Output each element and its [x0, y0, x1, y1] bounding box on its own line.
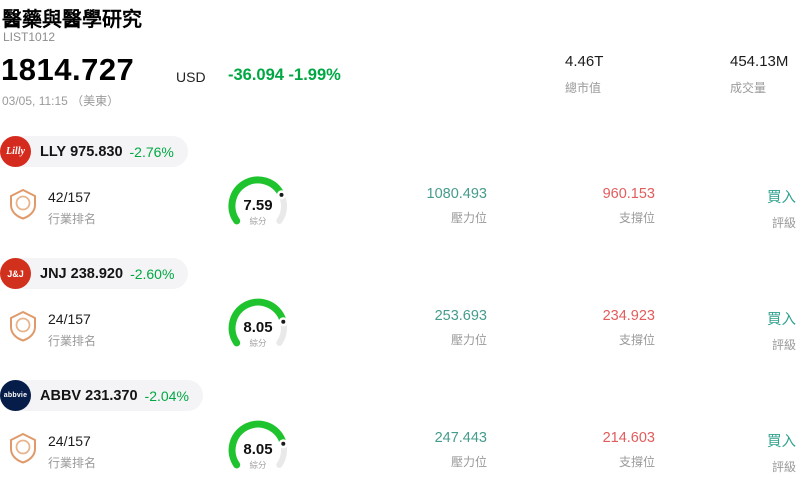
support-value: 234.923	[602, 308, 655, 324]
rank-badge-icon	[10, 433, 36, 464]
market-cap-value: 4.46T	[565, 53, 604, 70]
resistance-value: 253.693	[434, 308, 487, 324]
support-label: 支撐位	[618, 211, 655, 225]
rating-label: 評級	[771, 216, 796, 230]
rating-cell: 買入 評級	[710, 430, 796, 475]
support-label: 支撐位	[618, 333, 655, 347]
industry-rank-label: 行業排名	[48, 334, 97, 348]
resistance-label: 壓力位	[450, 211, 487, 225]
rating-label: 評級	[771, 460, 796, 474]
score-gauge: 8.05 綜分	[216, 298, 300, 354]
industry-rank-label: 行業排名	[48, 456, 97, 470]
stock-symbol-price: ABBV 231.370	[40, 387, 138, 404]
stock-detail: 24/157 行業排名 8.05 綜分 247.443 壓力位 214.603 …	[0, 420, 800, 486]
stock-row-jnj: J&J JNJ 238.920 -2.60% 24/157 行業排名 8.05 …	[0, 258, 800, 376]
abbv-logo-icon: abbvie	[0, 380, 31, 411]
index-price: 1814.727	[1, 52, 135, 87]
score-value: 8.05	[243, 319, 273, 336]
score-gauge: 7.59 綜分	[216, 176, 300, 232]
rank-badge-icon	[10, 311, 36, 342]
resistance-value: 247.443	[434, 430, 487, 446]
index-change: -36.094 -1.99%	[228, 66, 341, 84]
stock-header-abbv[interactable]: abbvie ABBV 231.370 -2.04%	[0, 380, 203, 411]
support-cell: 214.603 支撐位	[549, 430, 655, 470]
stock-change: -2.76%	[129, 143, 174, 160]
volume-label: 成交量	[730, 81, 767, 95]
volume-stat: 454.13M 成交量	[730, 53, 788, 96]
stock-detail: 42/157 行業排名 7.59 綜分 1080.493 壓力位 960.153…	[0, 176, 800, 242]
jnj-logo-icon: J&J	[0, 258, 31, 289]
market-cap-stat: 4.46T 總市值	[565, 53, 603, 96]
stock-header-jnj[interactable]: J&J JNJ 238.920 -2.60%	[0, 258, 189, 289]
resistance-label: 壓力位	[450, 333, 487, 347]
volume-value: 454.13M	[730, 53, 789, 70]
resistance-cell: 247.443 壓力位	[379, 430, 487, 470]
stock-symbol-price: LLY 975.830	[40, 143, 123, 160]
industry-rank-label: 行業排名	[48, 212, 97, 226]
score-label: 綜分	[249, 216, 267, 226]
rating-cell: 買入 評級	[710, 308, 796, 353]
resistance-label: 壓力位	[450, 455, 487, 469]
stock-detail: 24/157 行業排名 8.05 綜分 253.693 壓力位 234.923 …	[0, 298, 800, 364]
score-value: 8.05	[243, 441, 273, 458]
stock-header-lly[interactable]: Lilly LLY 975.830 -2.76%	[0, 136, 188, 167]
rating-cell: 買入 評級	[710, 186, 796, 231]
rank-badge-icon	[10, 189, 36, 220]
stock-change: -2.04%	[144, 387, 189, 404]
resistance-cell: 253.693 壓力位	[379, 308, 487, 348]
rating-label: 評級	[771, 338, 796, 352]
stock-symbol-price: JNJ 238.920	[40, 265, 124, 282]
page-title: 醫藥與醫學研究	[2, 9, 142, 31]
industry-rank-value: 42/157	[48, 189, 91, 205]
support-label: 支撐位	[618, 455, 655, 469]
support-cell: 960.153 支撐位	[549, 186, 655, 226]
support-value: 960.153	[602, 186, 655, 202]
list-id: LIST1012	[3, 30, 56, 44]
rating-value: 買入	[767, 312, 796, 328]
quote-timestamp: 03/05, 11:15 （美東）	[2, 94, 120, 108]
rating-value: 買入	[767, 434, 796, 450]
score-label: 綜分	[249, 460, 267, 470]
rating-value: 買入	[767, 190, 796, 206]
resistance-cell: 1080.493 壓力位	[379, 186, 487, 226]
support-value: 214.603	[602, 430, 655, 446]
score-gauge: 8.05 綜分	[216, 420, 300, 476]
score-value: 7.59	[243, 197, 273, 214]
industry-rank-value: 24/157	[48, 311, 91, 327]
resistance-value: 1080.493	[426, 186, 487, 202]
stock-change: -2.60%	[130, 265, 175, 282]
market-cap-label: 總市值	[565, 81, 602, 95]
industry-rank-value: 24/157	[48, 433, 91, 449]
lly-logo-icon: Lilly	[0, 136, 31, 167]
stock-row-lly: Lilly LLY 975.830 -2.76% 42/157 行業排名 7.5…	[0, 136, 800, 254]
score-label: 綜分	[249, 338, 267, 348]
currency-label: USD	[176, 69, 206, 85]
stock-row-abbv: abbvie ABBV 231.370 -2.04% 24/157 行業排名 8…	[0, 380, 800, 488]
support-cell: 234.923 支撐位	[549, 308, 655, 348]
